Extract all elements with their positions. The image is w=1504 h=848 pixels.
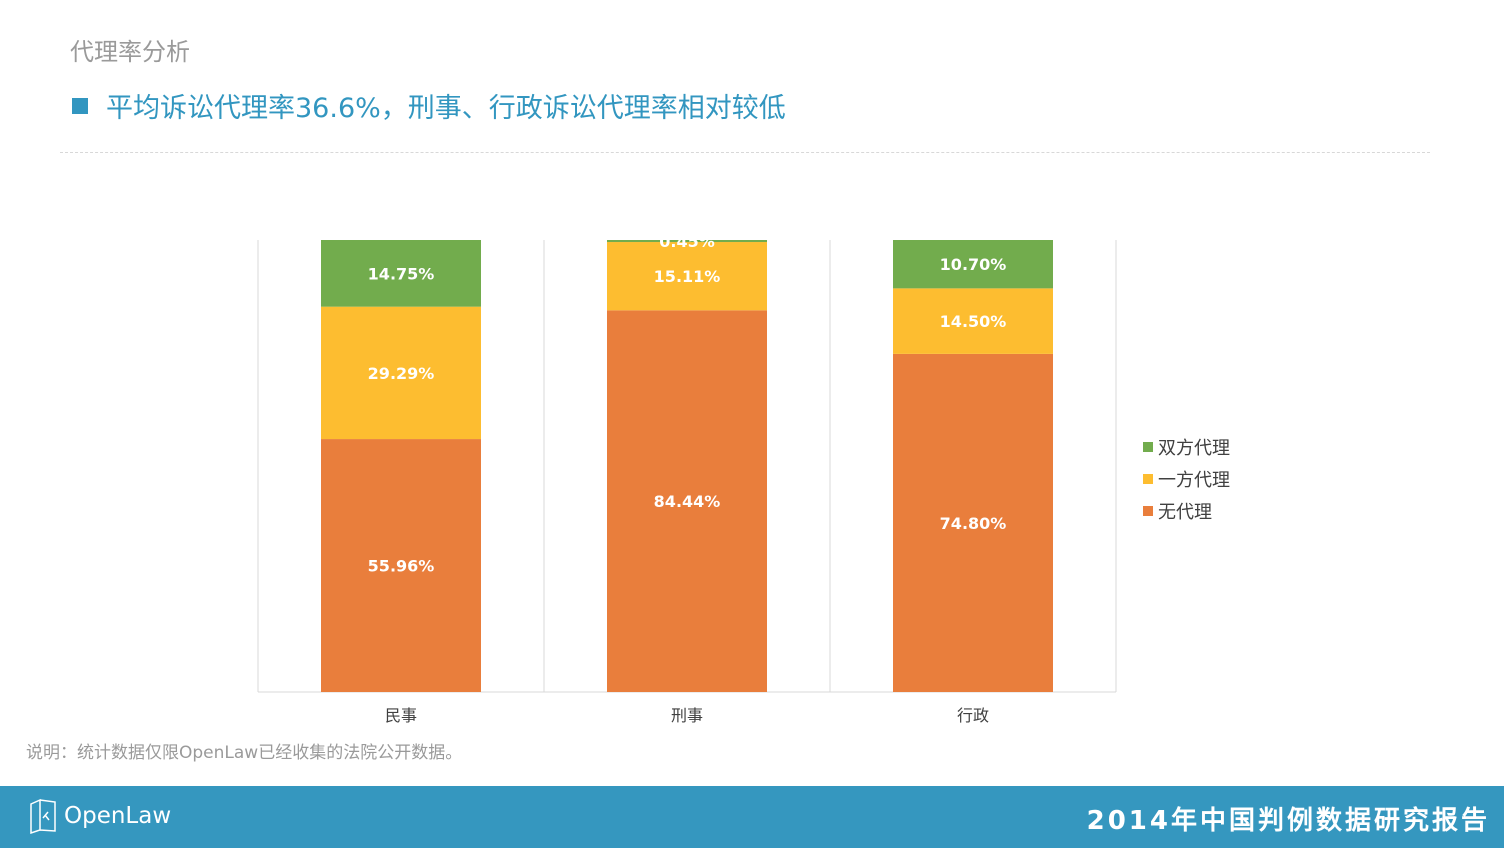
- footnote: 说明：统计数据仅限OpenLaw已经收集的法院公开数据。: [26, 743, 463, 763]
- legend-label: 双方代理: [1158, 438, 1230, 459]
- data-label: 55.96%: [368, 557, 435, 576]
- bar-segment: [607, 310, 767, 692]
- footer-bar: OpenLaw 2014年中国判例数据研究报告: [0, 786, 1504, 848]
- headline: 平均诉讼代理率36.6%，刑事、行政诉讼代理率相对较低: [72, 86, 786, 125]
- data-label: 10.70%: [940, 255, 1007, 274]
- bar-segment: [607, 242, 767, 311]
- x-tick-label: 行政: [957, 706, 989, 725]
- x-tick-label: 民事: [385, 706, 417, 725]
- plot-top-mask: [259, 200, 1115, 240]
- legend-swatch: [1143, 442, 1153, 452]
- legend-label: 无代理: [1158, 502, 1212, 523]
- data-label: 15.11%: [654, 267, 721, 286]
- data-label: 14.75%: [368, 264, 435, 283]
- report-title: 2014年中国判例数据研究报告: [1086, 806, 1490, 836]
- bar-segment: [321, 240, 481, 307]
- bar-segment: [893, 240, 1053, 289]
- x-tick-label: 刑事: [671, 706, 703, 725]
- logo-text: OpenLaw: [64, 803, 172, 829]
- bar-segment: [321, 439, 481, 692]
- data-label: 29.29%: [368, 364, 435, 383]
- data-label: 14.50%: [940, 312, 1007, 331]
- bar-segment: [321, 306, 481, 440]
- data-label: 74.80%: [940, 514, 1007, 533]
- openlaw-logo: OpenLaw: [28, 798, 171, 834]
- book-gavel-icon: [30, 798, 56, 834]
- bullet-square-icon: [72, 97, 88, 114]
- data-label: 84.44%: [654, 492, 721, 511]
- legend-label: 一方代理: [1158, 470, 1230, 491]
- bar-segment: [893, 288, 1053, 354]
- bar-segment: [607, 240, 767, 243]
- legend-swatch: [1143, 474, 1153, 484]
- section-title: 代理率分析: [70, 38, 190, 66]
- bar-segment: [893, 353, 1053, 692]
- headline-text: 平均诉讼代理率36.6%，刑事、行政诉讼代理率相对较低: [106, 93, 786, 124]
- legend-swatch: [1143, 506, 1153, 516]
- divider: [60, 152, 1430, 153]
- stacked-bar-chart: 55.96%29.29%14.75%民事84.44%15.11%0.45%刑事7…: [257, 200, 1230, 725]
